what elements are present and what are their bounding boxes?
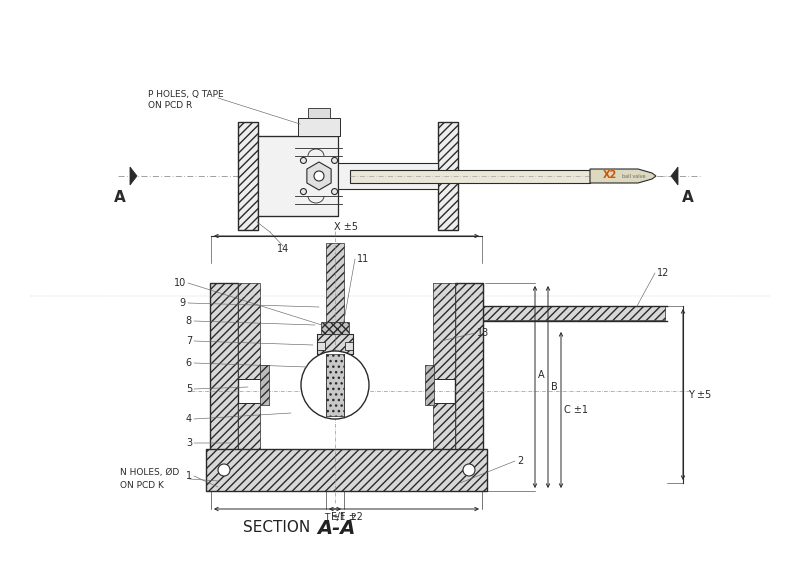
Bar: [258, 136, 338, 216]
Circle shape: [314, 171, 324, 181]
Text: T ±1: T ±1: [324, 512, 346, 521]
Bar: [238, 122, 258, 230]
Text: Y ±5: Y ±5: [688, 389, 711, 400]
Polygon shape: [671, 167, 678, 185]
Text: 6: 6: [186, 358, 192, 368]
Text: ON PCD K: ON PCD K: [120, 481, 164, 490]
Bar: [326, 243, 344, 322]
Text: 11: 11: [357, 254, 370, 264]
Bar: [338, 163, 438, 189]
Bar: [438, 122, 458, 230]
Bar: [425, 365, 434, 405]
Circle shape: [331, 157, 338, 164]
Circle shape: [301, 157, 306, 164]
Bar: [317, 334, 353, 354]
Text: A-A: A-A: [317, 518, 355, 538]
Bar: [317, 334, 353, 354]
Text: 3: 3: [186, 438, 192, 448]
Circle shape: [301, 351, 369, 419]
Text: 14: 14: [277, 244, 289, 254]
Text: ball valve: ball valve: [622, 174, 646, 178]
Bar: [317, 342, 325, 350]
Text: B: B: [551, 382, 558, 392]
Bar: [433, 403, 455, 483]
Bar: [483, 306, 665, 320]
Bar: [438, 122, 458, 230]
Bar: [238, 403, 260, 483]
Text: A: A: [538, 370, 545, 380]
Bar: [238, 122, 258, 230]
Bar: [326, 354, 344, 416]
Bar: [206, 449, 487, 491]
Polygon shape: [590, 169, 656, 183]
Text: 1: 1: [186, 471, 192, 481]
Text: A: A: [114, 191, 126, 205]
Bar: [455, 283, 483, 483]
Polygon shape: [130, 167, 137, 185]
Text: A: A: [682, 191, 694, 205]
Text: C ±1: C ±1: [564, 405, 588, 415]
Bar: [308, 108, 330, 118]
Text: SECTION: SECTION: [243, 521, 315, 535]
Circle shape: [331, 188, 338, 195]
Circle shape: [301, 188, 306, 195]
Text: 5: 5: [186, 384, 192, 394]
Bar: [350, 169, 590, 182]
Bar: [238, 283, 260, 379]
Text: P HOLES, Q TAPE: P HOLES, Q TAPE: [148, 89, 224, 98]
Bar: [321, 322, 349, 334]
Text: 2: 2: [350, 512, 356, 521]
Text: 7: 7: [186, 336, 192, 346]
Circle shape: [218, 464, 230, 476]
Bar: [206, 449, 487, 491]
Bar: [210, 283, 238, 483]
Bar: [345, 342, 353, 350]
Bar: [260, 365, 269, 405]
Text: N HOLES, ØD: N HOLES, ØD: [120, 469, 179, 478]
Text: 9: 9: [180, 298, 186, 308]
Bar: [455, 283, 483, 483]
Text: 10: 10: [174, 278, 186, 288]
Text: F/F ±2: F/F ±2: [330, 512, 362, 522]
Bar: [298, 118, 340, 136]
Text: X2: X2: [603, 170, 617, 180]
Text: 13: 13: [477, 328, 490, 338]
Polygon shape: [307, 162, 331, 190]
Bar: [433, 283, 455, 379]
Text: 4: 4: [186, 414, 192, 424]
Circle shape: [463, 464, 475, 476]
Text: 8: 8: [186, 316, 192, 326]
Text: 12: 12: [657, 268, 670, 278]
Text: X ±5: X ±5: [334, 222, 358, 232]
Bar: [210, 283, 238, 483]
Text: ON PCD R: ON PCD R: [148, 101, 192, 110]
Text: 2: 2: [517, 456, 523, 466]
